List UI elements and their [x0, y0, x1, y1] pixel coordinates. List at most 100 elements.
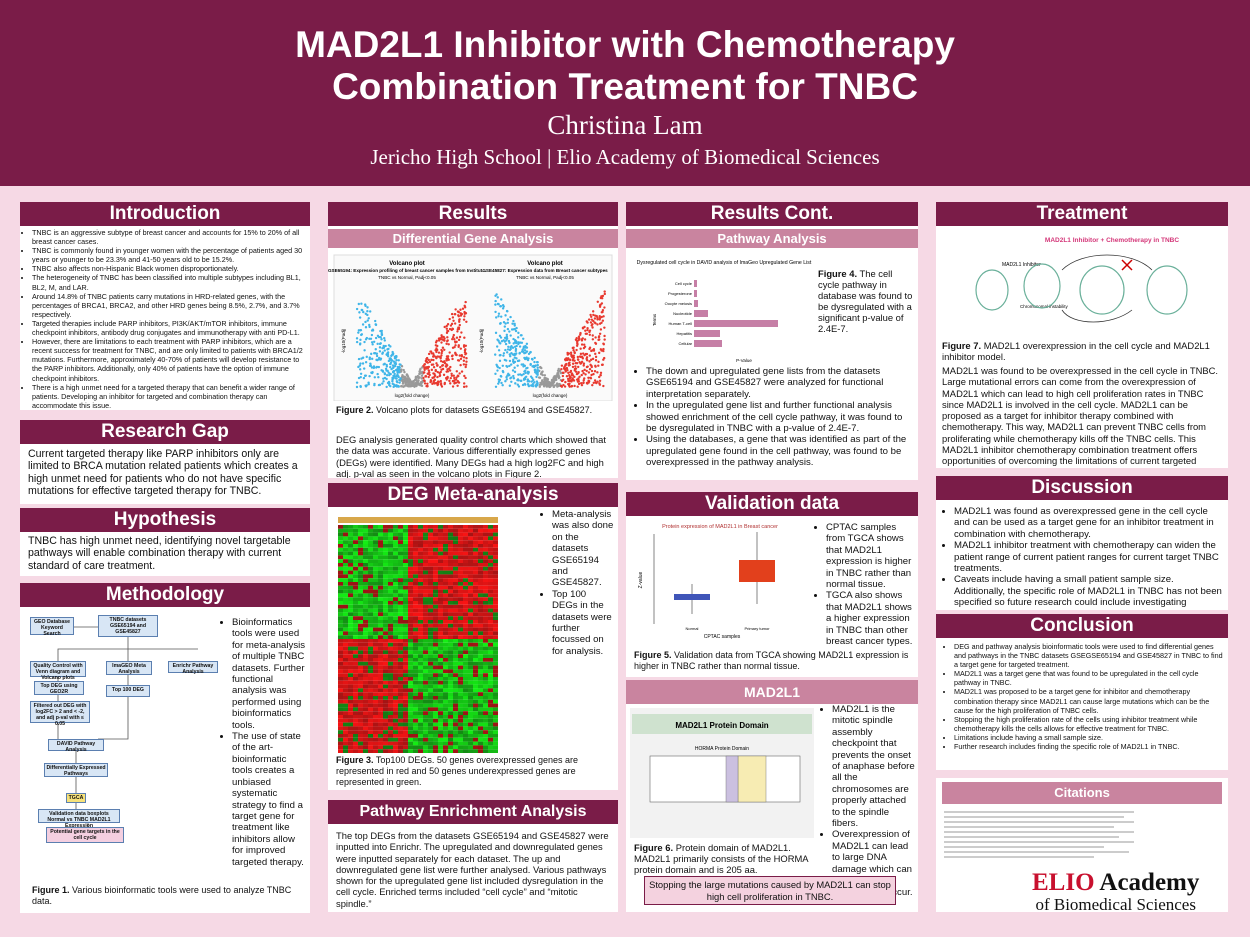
- heat-cell: [403, 555, 408, 560]
- heat-cell: [493, 525, 498, 529]
- point: [603, 338, 606, 341]
- point: [360, 308, 363, 312]
- heat-cell: [468, 677, 473, 681]
- point: [455, 336, 459, 339]
- heat-cell: [418, 559, 423, 563]
- heat-cell: [348, 544, 353, 548]
- heat-cell: [373, 620, 378, 624]
- bar-illustration: [694, 280, 697, 287]
- heat-cell: [463, 635, 468, 639]
- heat-cell: [478, 536, 483, 541]
- heat-cell: [453, 707, 458, 712]
- heat-cell: [458, 620, 463, 624]
- citation-text-placeholder: [944, 811, 1134, 858]
- heat-cell: [368, 536, 373, 541]
- heat-cell: [493, 726, 498, 731]
- heat-cell: [453, 711, 458, 715]
- heat-cell: [408, 749, 413, 753]
- heat-cell: [343, 555, 348, 560]
- heat-cell: [388, 532, 393, 537]
- heat-cell: [483, 540, 488, 544]
- point: [501, 307, 505, 310]
- heat-cell: [338, 669, 343, 674]
- heat-cell: [448, 734, 453, 738]
- heat-cell: [393, 525, 398, 529]
- point: [570, 385, 573, 388]
- point: [591, 357, 595, 361]
- heat-cell: [483, 555, 488, 560]
- heat-cell: [368, 677, 373, 681]
- heat-cell: [483, 616, 488, 620]
- heat-cell: [458, 627, 463, 632]
- heat-cell: [478, 604, 483, 609]
- bullet: The down and upregulated gene lists from…: [646, 366, 912, 400]
- heat-cell: [493, 528, 498, 533]
- heat-cell: [373, 563, 378, 567]
- heat-cell: [463, 684, 468, 689]
- point: [446, 336, 449, 339]
- heat-cell: [383, 566, 388, 571]
- heat-cell: [403, 601, 408, 605]
- heat-cell: [433, 593, 438, 598]
- point: [413, 384, 417, 388]
- heat-cell: [353, 749, 358, 753]
- heat-cell: [463, 734, 468, 738]
- heat-cell: [428, 749, 433, 753]
- heat-cell: [343, 642, 348, 647]
- heat-cell: [363, 540, 368, 544]
- heat-cell: [413, 642, 418, 647]
- heat-cell: [348, 718, 353, 723]
- heat-cell: [393, 547, 398, 552]
- point: [526, 371, 530, 374]
- heat-cell: [438, 608, 443, 613]
- heat-cell: [348, 563, 353, 567]
- point: [538, 376, 542, 379]
- heat-cell: [358, 604, 363, 609]
- point: [381, 352, 384, 355]
- heat-cell: [378, 745, 383, 750]
- point: [453, 345, 456, 349]
- point: [458, 318, 461, 322]
- point: [457, 314, 460, 317]
- heat-cell: [478, 566, 483, 571]
- heat-cell: [348, 692, 353, 696]
- heat-cell: [363, 608, 368, 613]
- point: [598, 315, 601, 318]
- point: [520, 350, 524, 353]
- heat-cell: [468, 604, 473, 609]
- point: [575, 337, 578, 340]
- heat-cell: [418, 680, 423, 685]
- caption: Validation data from TGCA showing MAD2L1…: [634, 650, 909, 671]
- point-cloud: [355, 300, 468, 389]
- point: [441, 363, 445, 367]
- heat-cell: [393, 692, 398, 696]
- heat-cell: [363, 578, 368, 582]
- heat-cell: [393, 696, 398, 700]
- point: [593, 379, 597, 382]
- heat-cell: [408, 646, 413, 651]
- heat-cell: [393, 684, 398, 689]
- heat-cell: [428, 593, 433, 598]
- point: [500, 340, 504, 343]
- heat-cell: [433, 585, 438, 590]
- heat-cell: [438, 692, 443, 696]
- point: [507, 345, 510, 348]
- point: [370, 371, 373, 374]
- heat-cell: [488, 737, 493, 742]
- heat-cell: [438, 669, 443, 674]
- point: [463, 336, 466, 339]
- validation-figure: Protein expression of MAD2L1 in Breast c…: [638, 524, 778, 640]
- point: [434, 355, 437, 358]
- heat-cell: [458, 582, 463, 586]
- heat-cell: [483, 544, 488, 548]
- heat-cell: [368, 566, 373, 571]
- heat-cell: [373, 688, 378, 693]
- heat-cell: [418, 585, 423, 590]
- point: [501, 369, 505, 373]
- point: [575, 362, 579, 365]
- heat-cell: [478, 684, 483, 689]
- heat-cell: [483, 563, 488, 567]
- point: [451, 385, 455, 388]
- heat-cell: [493, 734, 498, 738]
- heat-cell: [488, 563, 493, 567]
